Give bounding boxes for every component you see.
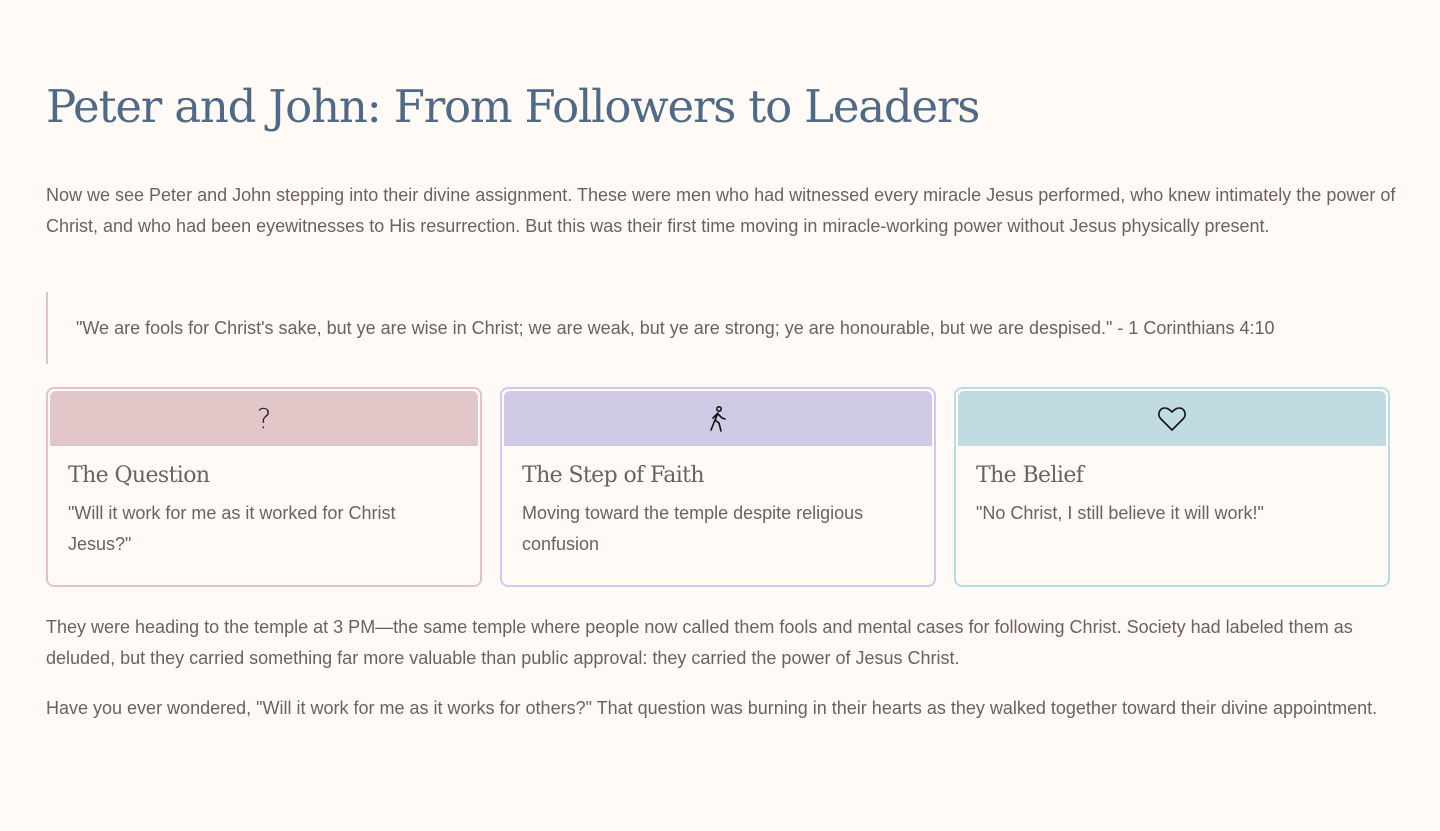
card-belief: The Belief "No Christ, I still believe i…	[954, 387, 1390, 587]
card-text: "No Christ, I still believe it will work…	[976, 503, 1264, 523]
question-mark-icon: ?	[256, 402, 272, 435]
card-header: ?	[50, 391, 478, 446]
heart-icon	[1158, 406, 1186, 431]
card-header	[958, 391, 1386, 446]
paragraph-temple: They were heading to the temple at 3 PM—…	[46, 617, 1353, 668]
card-step-of-faith: The Step of Faith Moving toward the temp…	[500, 387, 936, 587]
card-title: The Step of Faith	[522, 463, 705, 488]
card-title: The Belief	[976, 463, 1084, 488]
intro-paragraph: Now we see Peter and John stepping into …	[46, 185, 1396, 236]
walking-person-icon	[710, 405, 726, 432]
page-title: Peter and John: From Followers to Leader…	[46, 80, 980, 133]
quote-text: "We are fools for Christ's sake, but ye …	[76, 317, 1275, 338]
card-text: Moving toward the temple despite religio…	[522, 503, 864, 554]
scripture-quote: "We are fools for Christ's sake, but ye …	[46, 292, 1398, 364]
card-title: The Question	[68, 463, 210, 488]
card-question: ? The Question "Will it work for me as i…	[46, 387, 482, 587]
card-text: "Will it work for me as it worked for Ch…	[68, 503, 396, 554]
cards-row: ? The Question "Will it work for me as i…	[46, 387, 1390, 587]
paragraph-question: Have you ever wondered, "Will it work fo…	[46, 698, 1378, 718]
card-header	[504, 391, 932, 446]
